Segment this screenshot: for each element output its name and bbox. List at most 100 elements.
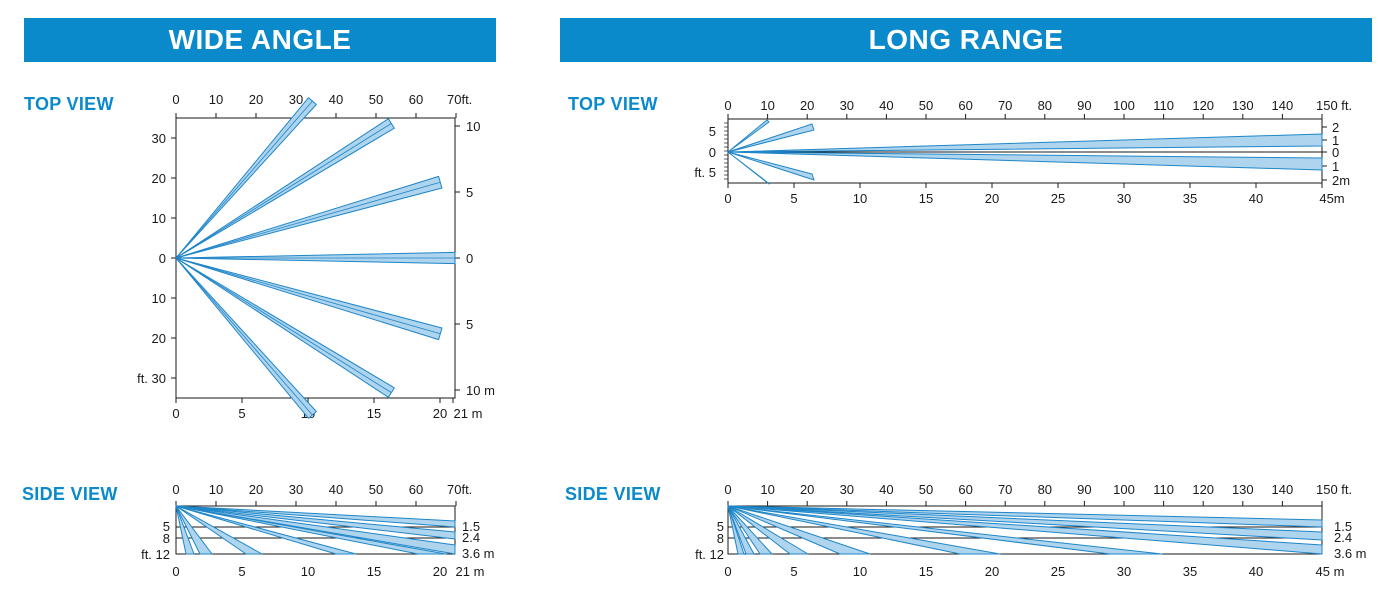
- wide-side-floor-beam-2: [175, 505, 357, 555]
- wide-side-ft-label: 60: [409, 482, 423, 497]
- long-side-ft-label: 120: [1192, 482, 1214, 497]
- wide-top-ft-left-label: 10: [152, 211, 166, 226]
- long-side-frame: [727, 505, 1323, 555]
- long-side-floor-beam-2: [727, 505, 1001, 555]
- wide-side-m-right-label: 3.6 m: [462, 546, 495, 561]
- wide-top-ft-label: 60: [409, 92, 423, 107]
- long-top-m-bottom-label: 30: [1117, 191, 1131, 206]
- long-side-m-bottom-label: 45 m: [1316, 564, 1345, 579]
- long-side-ft-label: 110: [1153, 482, 1174, 497]
- long-top-ft-left-label: ft. 5: [694, 165, 716, 180]
- long-side-ft-label: 50: [919, 482, 933, 497]
- wide-top-ft-left-label: 0: [159, 251, 166, 266]
- wide-top-ft-label: 30: [289, 92, 303, 107]
- long-side-m-bottom-label: 15: [919, 564, 933, 579]
- long-side-floor-beam-7: [727, 505, 745, 555]
- long-side-m-bottom-label: 30: [1117, 564, 1131, 579]
- long-top-ft-label: 40: [879, 98, 893, 113]
- wide-side-floor-beam-5: [175, 505, 195, 555]
- long-side-ft-label: 90: [1077, 482, 1091, 497]
- wide-top-ft-label: 40: [329, 92, 343, 107]
- wide-side-m-bottom-label: 5: [238, 564, 245, 579]
- long-side-ft-label: 30: [840, 482, 854, 497]
- wide-top-ft-left-label: 20: [152, 171, 166, 186]
- long-top-ft-label: 70: [998, 98, 1012, 113]
- long-top-m-right-label: 2: [1332, 120, 1339, 135]
- wide-top-ft-left-label: 20: [152, 331, 166, 346]
- wide-top-beam-5-center: [175, 257, 441, 335]
- long-side-m-bottom-label: 35: [1183, 564, 1197, 579]
- long-side-ft-label: 140: [1272, 482, 1294, 497]
- long-top-m-bottom-label: 20: [985, 191, 999, 206]
- long-side-m-right-label: 3.6 m: [1334, 546, 1367, 561]
- wide-top-beam-6-center: [175, 257, 392, 393]
- long-range-side-view-diagram: 0 10 20 30 40 50 60 70 80 90 100 110 120 130 140 150 ft…: [695, 482, 1366, 579]
- long-range-top-view-diagram: 0 10 20 30 40 50 60 70 80 90 100 110 120 130 140 150 ft…: [694, 98, 1352, 206]
- long-side-beam-3: [727, 505, 1323, 555]
- wide-top-beam-2-center: [175, 123, 392, 259]
- long-side-beam-2: [727, 505, 1323, 541]
- long-side-m-right-label: 2.4: [1334, 530, 1352, 545]
- wide-side-floor-beam-1: [175, 505, 447, 555]
- wide-angle-banner: WIDE ANGLE: [24, 18, 496, 62]
- wide-side-ft-label: 50: [369, 482, 383, 497]
- wide-top-m-bottom-label: 20: [433, 406, 447, 421]
- long-side-m-bottom-label: 10: [853, 564, 867, 579]
- wide-top-ft-label: 50: [369, 92, 383, 107]
- wide-top-m-right-label: 10 m: [466, 383, 495, 398]
- long-top-ft-label: 0: [724, 98, 731, 113]
- long-side-floor-beam-5: [727, 505, 773, 555]
- long-side-ft-label: 130: [1232, 482, 1254, 497]
- long-top-beam-3: [727, 151, 815, 181]
- long-side-ft-label: 100: [1113, 482, 1135, 497]
- long-top-ft-label: 50: [919, 98, 933, 113]
- wide-side-m-bottom-label: 15: [367, 564, 381, 579]
- wide-top-m-bottom-label: 0: [172, 406, 179, 421]
- long-top-ft-label: 140: [1272, 98, 1294, 113]
- wide-side-m-bottom-label: 10: [301, 564, 315, 579]
- long-top-m-bottom-label: 35: [1183, 191, 1197, 206]
- wide-side-m-right-label: 1.5: [462, 519, 480, 534]
- long-range-banner: LONG RANGE: [560, 18, 1372, 62]
- long-side-floor-beam-3: [727, 505, 871, 555]
- wide-top-beam-3: [175, 175, 443, 259]
- wide-side-ft-label: 10: [209, 482, 223, 497]
- long-side-m-bottom-label: 0: [724, 564, 731, 579]
- wide-side-m-bottom-label: 21 m: [456, 564, 485, 579]
- long-top-ft-left-label: 0: [709, 145, 716, 160]
- wide-side-beam-2: [175, 505, 456, 540]
- wide-top-m-right-label: 0: [466, 251, 473, 266]
- wide-side-m-bottom-label: 0: [172, 564, 179, 579]
- long-side-ft-label: 80: [1038, 482, 1052, 497]
- long-top-m-right-label: 2m: [1332, 173, 1350, 188]
- long-side-ft-left-label: 8: [717, 531, 724, 546]
- long-top-beam-1: [727, 119, 770, 153]
- wide-top-ft-left-label: ft. 30: [137, 371, 166, 386]
- long-top-ft-label: 100: [1113, 98, 1135, 113]
- wide-side-floor-beam-3: [175, 505, 263, 555]
- long-side-ft-label: 20: [800, 482, 814, 497]
- wide-side-frame: [175, 505, 456, 555]
- long-side-ft-label: 40: [879, 482, 893, 497]
- wide-top-m-bottom-label: 15: [367, 406, 381, 421]
- wide-side-beam-1: [175, 505, 456, 528]
- long-side-ft-label: 0: [724, 482, 731, 497]
- wide-side-ft-left-label: ft. 12: [141, 547, 170, 562]
- long-side-floor-beam-6: [727, 505, 755, 555]
- wide-top-beam-1-center: [175, 100, 313, 259]
- long-top-ft-label: 30: [840, 98, 854, 113]
- wide-top-beam-5: [175, 257, 443, 341]
- long-side-m-bottom-label: 40: [1249, 564, 1263, 579]
- wide-top-beam-3-center: [175, 181, 441, 259]
- long-top-m-bottom-label: 0: [724, 191, 731, 206]
- long-side-floor-beam-4: [727, 505, 809, 555]
- long-side-ft-left-label: 5: [717, 519, 724, 534]
- wide-top-ft-label: 20: [249, 92, 263, 107]
- long-side-ft-label: 150 ft.: [1316, 482, 1352, 497]
- long-top-m-bottom-label: 40: [1249, 191, 1263, 206]
- wide-top-ft-left-label: 30: [152, 131, 166, 146]
- long-top-ft-left-label: 5: [709, 124, 716, 139]
